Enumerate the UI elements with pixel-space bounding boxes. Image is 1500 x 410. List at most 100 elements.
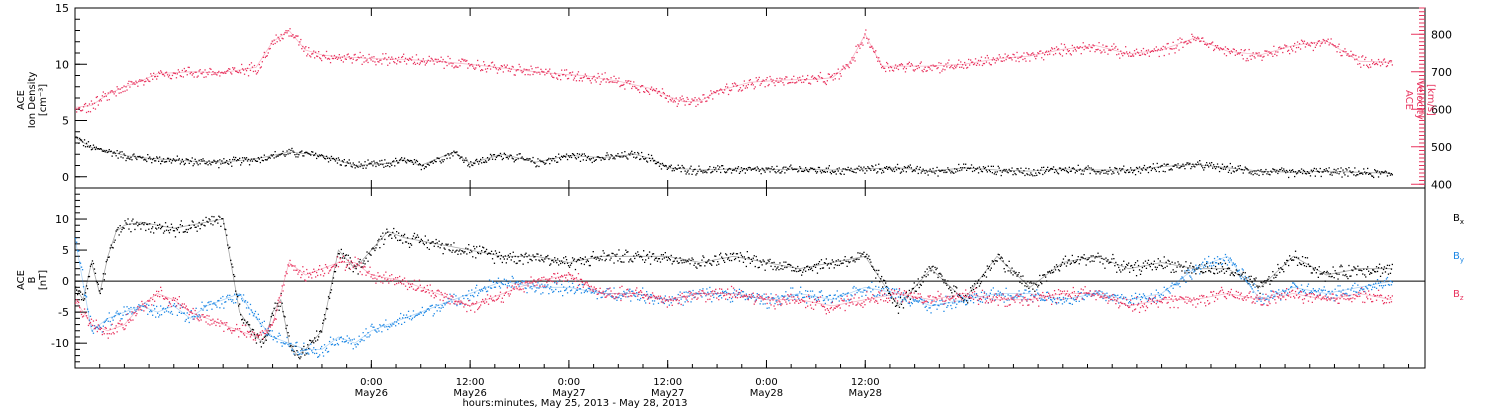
bottom-data-point <box>621 294 623 296</box>
top-data-point <box>837 68 839 70</box>
top-data-point <box>139 79 141 81</box>
top-data-point <box>308 47 310 49</box>
top-data-point <box>594 79 596 81</box>
top-data-point <box>142 80 144 82</box>
top-data-point <box>363 61 365 63</box>
bottom-data-point <box>684 301 686 303</box>
bottom-data-point <box>1265 282 1267 284</box>
bottom-data-point <box>872 266 874 268</box>
top-data-point <box>968 167 970 169</box>
top-data-point <box>1110 169 1112 171</box>
top-data-point <box>550 158 552 160</box>
top-data-point <box>338 159 340 161</box>
bottom-data-point <box>128 308 130 310</box>
bottom-data-point <box>1113 258 1115 260</box>
top-data-point <box>1294 42 1296 45</box>
top-data-point <box>247 158 250 161</box>
bottom-data-point <box>359 258 361 261</box>
bottom-data-point <box>131 220 133 222</box>
top-data-point <box>662 164 664 166</box>
top-data-point <box>696 172 698 175</box>
bottom-data-point <box>103 279 105 281</box>
top-data-point <box>94 108 97 110</box>
top-data-point <box>1130 55 1132 57</box>
top-data-point <box>905 67 907 70</box>
bottom-data-point <box>727 257 730 259</box>
bottom-data-point <box>1338 273 1340 275</box>
top-data-point <box>563 155 565 157</box>
bottom-data-point <box>361 266 363 268</box>
bottom-data-point <box>418 313 421 315</box>
bottom-data-point <box>294 354 296 356</box>
bottom-data-point <box>575 289 578 291</box>
bottom-data-point <box>508 256 510 258</box>
top-data-point <box>508 156 510 158</box>
bottom-data-point <box>1102 263 1104 265</box>
top-data-point <box>1172 165 1174 167</box>
bottom-data-point <box>308 353 310 355</box>
bottom-data-point <box>560 262 562 265</box>
top-data-point <box>1129 171 1131 173</box>
top-data-point <box>542 71 544 73</box>
top-data-point <box>421 165 423 167</box>
bottom-data-point <box>808 296 811 298</box>
bottom-data-point <box>818 261 821 263</box>
top-data-point <box>653 89 656 92</box>
bottom-data-point <box>383 323 385 326</box>
bottom-data-point <box>377 328 379 330</box>
bottom-data-point <box>888 288 890 290</box>
bottom-data-point <box>836 290 838 292</box>
bottom-data-point <box>898 289 901 291</box>
top-data-point <box>932 64 934 66</box>
top-data-point <box>297 35 299 37</box>
bottom-data-point <box>869 258 871 261</box>
bottom-data-point <box>899 297 902 299</box>
top-data-point <box>531 68 533 70</box>
bottom-data-point <box>632 290 634 292</box>
bottom-data-point <box>786 298 788 300</box>
bottom-data-point <box>455 295 457 297</box>
bottom-data-point <box>520 253 522 256</box>
top-data-point <box>398 56 400 59</box>
bottom-data-point <box>768 307 770 309</box>
top-data-point <box>466 159 468 161</box>
bottom-data-point <box>608 288 610 290</box>
top-data-point <box>1331 43 1333 45</box>
bottom-data-point <box>702 255 704 257</box>
bottom-data-point <box>1062 258 1065 260</box>
top-data-point <box>1315 168 1317 170</box>
top-data-point <box>586 77 588 80</box>
top-data-point <box>93 146 96 148</box>
bottom-data-point <box>594 290 596 292</box>
bottom-data-point <box>1389 272 1392 274</box>
bottom-data-point <box>722 290 724 292</box>
bottom-data-point <box>924 271 926 273</box>
top-data-point <box>997 59 999 61</box>
bottom-data-point <box>255 316 258 318</box>
top-data-point <box>1257 169 1259 171</box>
top-data-point <box>232 158 234 161</box>
top-data-point <box>1386 175 1389 177</box>
top-data-point <box>1273 168 1275 171</box>
bottom-data-point <box>1351 269 1353 271</box>
bottom-data-point <box>898 306 901 308</box>
bottom-data-point <box>465 294 467 297</box>
top-data-point <box>561 155 563 157</box>
top-data-point <box>418 63 421 66</box>
bottom-data-point <box>591 255 593 257</box>
bottom-data-point <box>642 287 644 289</box>
top-data-point <box>1282 170 1284 172</box>
bottom-data-point <box>456 249 458 251</box>
bottom-data-point <box>700 292 702 295</box>
top-data-point <box>1191 33 1193 35</box>
bottom-data-point <box>1328 275 1330 278</box>
bottom-data-point <box>937 276 939 279</box>
bottom-data-point <box>142 305 144 307</box>
top-data-point <box>1034 55 1036 58</box>
top-data-point <box>1306 171 1309 173</box>
top-data-point <box>248 64 251 66</box>
top-data-point <box>261 159 263 161</box>
bottom-data-point <box>670 254 672 257</box>
top-data-point <box>476 64 478 66</box>
